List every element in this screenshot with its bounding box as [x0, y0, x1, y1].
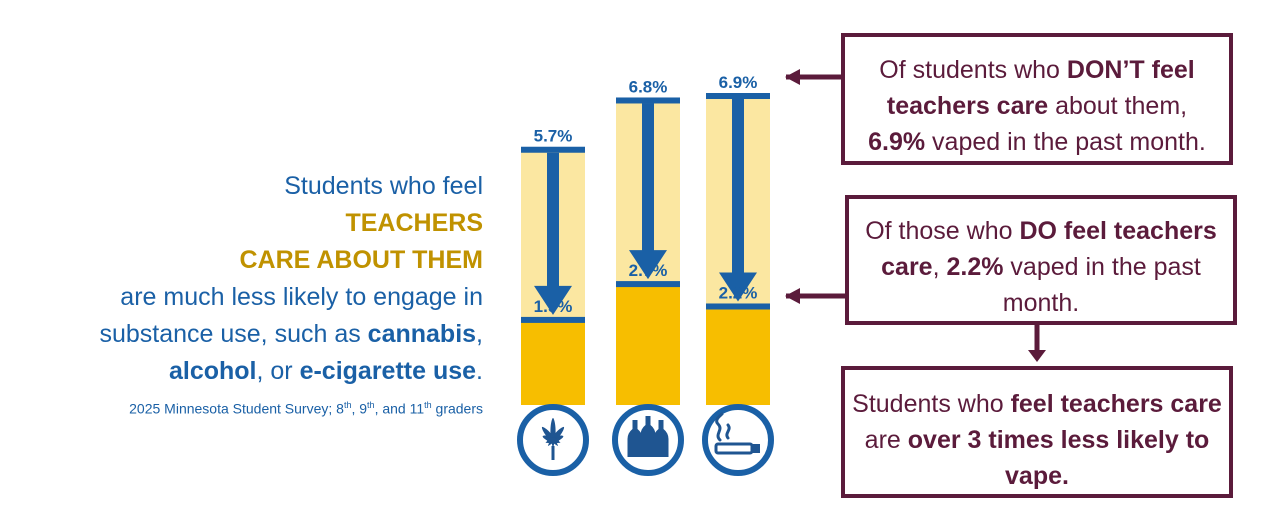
bar-with-care-alcohol — [616, 284, 680, 405]
decrease-arrow-head-alcohol — [629, 250, 667, 280]
value-label-low-e-cigarette: 2.2% — [719, 283, 758, 302]
decrease-arrow-shaft-cannabis — [547, 152, 559, 287]
headline-ecig: e-cigarette use — [299, 357, 477, 385]
level-line-high-e-cigarette — [706, 93, 770, 99]
callout-mid-text-2: , — [932, 253, 947, 281]
e-cigarette-icon — [714, 412, 760, 455]
arrow-head-top — [785, 69, 800, 85]
level-line-low-alcohol — [616, 281, 680, 288]
value-label-high-e-cigarette: 6.9% — [719, 73, 758, 92]
source-sup-2: th — [367, 400, 375, 410]
bottles-icon — [627, 416, 669, 457]
arrow-head-down — [1028, 350, 1046, 362]
e-cigarette-icon-circle — [702, 404, 774, 476]
cannabis-leaf-icon — [541, 418, 565, 460]
headline-emph-teachers: TEACHERS — [345, 209, 483, 237]
source-note: 2025 Minnesota Student Survey; 8th, 9th,… — [13, 400, 483, 417]
headline-cannabis: cannabis — [367, 320, 477, 348]
source-sep-1: , 9 — [351, 400, 368, 417]
value-label-low-alcohol: 2.7% — [629, 261, 668, 280]
headline-emph-care: CARE ABOUT THEM — [239, 246, 483, 274]
decrease-arrow-shaft-e-cigarette — [732, 99, 744, 274]
headline-period: . — [476, 357, 483, 385]
callout-top-bold-1: DON’T feel teachers care — [886, 56, 1195, 120]
source-suffix: graders — [431, 400, 483, 417]
callout-bottom-text-2: are — [864, 426, 908, 454]
callout-top-text-2: about them, — [1048, 92, 1188, 120]
headline-comma: , — [476, 320, 483, 348]
level-line-low-e-cigarette — [706, 303, 770, 310]
bar-with-care-e-cigarette — [706, 306, 770, 405]
decrease-arrow-head-cannabis — [534, 285, 572, 315]
callout-top-bold-2: 6.9% — [868, 128, 926, 156]
arrow-head-mid — [785, 288, 800, 304]
level-line-high-alcohol — [616, 97, 680, 104]
callout-bottom-bold-2: over 3 times less likely to vape. — [907, 426, 1210, 490]
source-prefix: 2025 Minnesota Student Survey; 8 — [129, 400, 344, 417]
decrease-arrow-shaft-alcohol — [642, 103, 654, 252]
callout-mid-text-3: vaped in the past month. — [1002, 253, 1201, 317]
level-line-high-cannabis — [521, 146, 585, 153]
headline: Students who feel TEACHERS CARE ABOUT TH… — [13, 168, 483, 390]
callout-bottom-bold-1: feel teachers care — [1010, 390, 1222, 418]
callout-top-text-3: vaped in the past month. — [925, 128, 1206, 156]
callout-mid-bold-1: DO feel teachers care — [881, 217, 1217, 281]
source-sup-1: th — [343, 400, 352, 410]
callout-mid-bold-2: 2.2% — [946, 253, 1004, 281]
headline-line2: are much less likely to engage in substa… — [99, 283, 483, 348]
bar-with-care-cannabis — [521, 319, 585, 405]
callout-do-feel-care: Of those who DO feel teachers care, 2.2%… — [845, 195, 1237, 325]
level-line-low-cannabis — [521, 316, 585, 323]
source-sep-2: , and 11 — [374, 400, 425, 417]
value-label-low-cannabis: 1.9% — [534, 297, 573, 316]
callout-dont-feel-care: Of students who DON’T feel teachers care… — [841, 33, 1233, 165]
callout-bottom-text-1: Students who — [852, 390, 1011, 418]
callout-conclusion: Students who feel teachers care are over… — [841, 366, 1233, 498]
headline-line1: Students who feel — [284, 172, 483, 200]
headline-alcohol: alcohol — [168, 357, 257, 385]
source-sup-3: th — [424, 400, 432, 410]
callout-mid-text-1: Of those who — [865, 217, 1020, 245]
callout-top-text-1: Of students who — [879, 56, 1067, 84]
connector-arrows — [785, 69, 1046, 362]
value-label-high-alcohol: 6.8% — [629, 77, 668, 96]
decrease-arrow-head-e-cigarette — [719, 272, 757, 302]
value-label-high-cannabis: 5.7% — [534, 127, 573, 146]
headline-or: , or — [256, 357, 300, 385]
